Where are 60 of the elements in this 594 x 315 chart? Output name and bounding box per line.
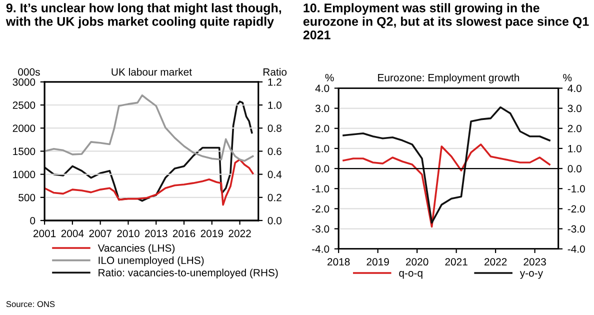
y2-tick-label: 0.0 bbox=[268, 217, 282, 224]
chart-title: 9. It’s unclear how long that might last though, with the UK jobs market cooling quite rapidly bbox=[6, 3, 282, 28]
legend-label: Ratio: vacancies-to-unemployed (RHS) bbox=[98, 268, 278, 278]
x-tick-label: 2013 bbox=[145, 230, 168, 238]
x-tick-label: 2010 bbox=[117, 230, 140, 238]
x-tick-label: 2018 bbox=[328, 258, 350, 266]
x-tick-label: 2020 bbox=[406, 258, 428, 266]
y2-tick-label: -4.0 bbox=[568, 245, 585, 253]
y-tick-label: 0 bbox=[30, 217, 36, 224]
y2-tick-label: 1.0 bbox=[268, 102, 282, 109]
y2-axis-title: Ratio bbox=[264, 68, 287, 76]
y2-tick-label: -2.0 bbox=[568, 205, 585, 213]
y2-tick-label: 0.0 bbox=[568, 165, 582, 172]
chart-title: 10. Employment was still growing in the eurozone in Q2, but at its slowest pace since Q1 2021 bbox=[303, 3, 589, 40]
y2-tick-label: 0.4 bbox=[268, 170, 282, 178]
y2-tick-label: 4.0 bbox=[568, 84, 582, 92]
legend-label: Vacancies (LHS) bbox=[98, 244, 175, 254]
y-tick-label: 500 bbox=[18, 194, 36, 202]
y-tick-label: -2.0 bbox=[312, 205, 330, 213]
y-axis-title: 000s bbox=[18, 68, 40, 76]
y-tick-label: 4.0 bbox=[315, 84, 330, 92]
y2-tick-label: 1.0 bbox=[568, 144, 582, 152]
y-tick-label: -1.0 bbox=[312, 185, 330, 192]
x-tick-label: 2007 bbox=[89, 230, 112, 238]
chart-subtitle: Eurozone: Employment growth bbox=[378, 74, 520, 84]
y-tick-label: 2500 bbox=[12, 102, 36, 109]
y2-tick-label: 0.2 bbox=[268, 194, 282, 202]
y-tick-label: 1500 bbox=[13, 148, 36, 156]
y2-tick-label: 0.6 bbox=[268, 148, 282, 156]
y-axis-title: % bbox=[325, 74, 334, 82]
x-tick-label: 2022 bbox=[484, 258, 507, 266]
legend-label: y-o-y bbox=[520, 271, 544, 279]
y2-tick-label: 3.0 bbox=[568, 104, 582, 112]
legend-label: q-o-q bbox=[399, 271, 422, 279]
x-tick-label: 2016 bbox=[172, 230, 196, 238]
y2-tick-label: -3.0 bbox=[568, 225, 585, 233]
y-tick-label: 1000 bbox=[13, 170, 36, 178]
x-tick-label: 2022 bbox=[228, 230, 251, 238]
x-tick-label: 2019 bbox=[200, 230, 223, 238]
legend-label: ILO unemployed (LHS) bbox=[98, 256, 204, 266]
source-note: Source: ONS bbox=[6, 301, 55, 308]
y2-tick-label: 1.2 bbox=[268, 78, 282, 86]
y2-tick-label: -1.0 bbox=[568, 185, 585, 192]
chart-subtitle: UK labour market bbox=[112, 68, 192, 76]
y-tick-label: 3000 bbox=[12, 78, 36, 86]
y-tick-label: 1.0 bbox=[316, 144, 330, 152]
x-tick-label: 2021 bbox=[445, 258, 468, 266]
y-tick-label: 2000 bbox=[12, 124, 36, 132]
y-tick-label: -3.0 bbox=[312, 225, 330, 233]
y-tick-label: 3.0 bbox=[315, 104, 330, 112]
x-tick-label: 2004 bbox=[61, 230, 84, 238]
y2-axis-title: % bbox=[563, 74, 572, 82]
y-tick-label: 2.0 bbox=[316, 124, 330, 132]
x-tick-label: 2019 bbox=[366, 258, 389, 266]
x-tick-label: 2023 bbox=[524, 258, 546, 266]
y-tick-label: 0.0 bbox=[315, 165, 330, 172]
y-tick-label: -4.0 bbox=[312, 245, 330, 253]
x-tick-label: 2001 bbox=[33, 230, 56, 238]
y2-tick-label: 0.8 bbox=[268, 124, 282, 132]
y2-tick-label: 2.0 bbox=[568, 124, 582, 132]
